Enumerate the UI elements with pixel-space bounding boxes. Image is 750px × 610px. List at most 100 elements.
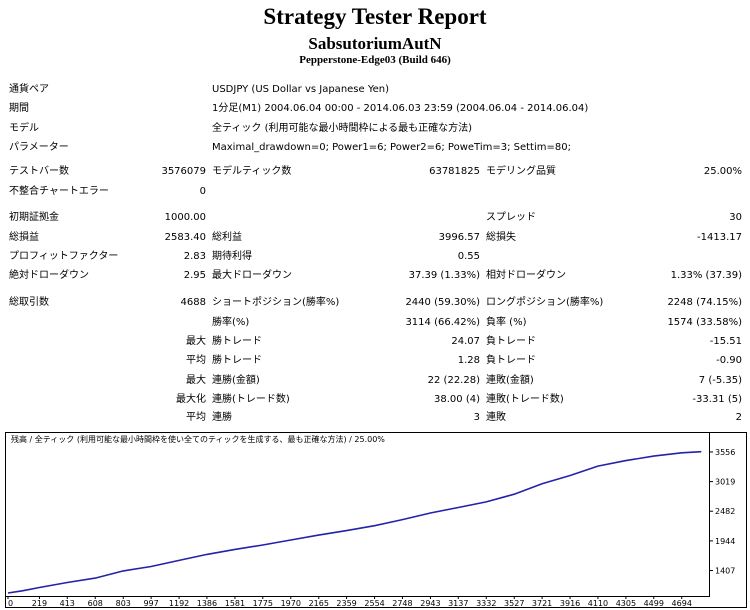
net-value: 2583.40 [164, 232, 206, 243]
x-tick-label: 413 [60, 599, 75, 608]
model-value: 全ティック (利用可能な最小時間枠による最も正確な方法) [212, 123, 473, 134]
x-tick-label: 2943 [420, 599, 440, 608]
largest-label: 最大 [186, 336, 206, 347]
x-tick-label: 3916 [560, 599, 580, 608]
payoff-label: 期待利得 [212, 251, 252, 262]
bars-value: 3576079 [161, 166, 206, 177]
deposit-value: 1000.00 [164, 212, 206, 223]
avg-cons-win-label: 連勝 [212, 412, 232, 423]
short-label: ショートポジション(勝率%) [212, 297, 340, 308]
y-tick-label: 3556 [715, 448, 735, 457]
x-tick-label: 1970 [281, 599, 301, 608]
loss-value: 1574 (33.58%) [667, 317, 742, 328]
x-tick-label: 1581 [225, 599, 245, 608]
x-tick-label: 4694 [672, 599, 692, 608]
symbol-value: USDJPY (US Dollar vs Japanese Yen) [212, 84, 390, 95]
pf-label: プロフィットファクター [9, 251, 119, 262]
max-dd-label: 最大ドローダウン [212, 270, 292, 281]
x-tick-label: 0 [8, 599, 13, 608]
x-tick-label: 4499 [644, 599, 664, 608]
x-tick-label: 803 [116, 599, 131, 608]
max-consecutive-label: 最大 [186, 375, 206, 386]
max-dd-value: 37.39 (1.33%) [408, 270, 480, 281]
largest-win-label: 勝トレード [212, 336, 262, 347]
spread-value: 30 [729, 212, 742, 223]
long-value: 2248 (74.15%) [667, 297, 742, 308]
cons-loss-count-label: 連敗(トレード数) [486, 394, 564, 405]
cons-win-count-label: 連勝(トレード数) [212, 394, 290, 405]
x-tick-label: 3527 [504, 599, 524, 608]
x-tick-label: 3332 [476, 599, 496, 608]
x-tick-label: 2748 [392, 599, 412, 608]
avg-cons-loss-label: 連敗 [486, 412, 506, 423]
x-tick-label: 1192 [169, 599, 189, 608]
balance-line [7, 450, 702, 594]
y-tick-label: 3019 [715, 478, 735, 487]
net-label: 総損益 [9, 232, 39, 243]
x-tick-label: 4110 [588, 599, 608, 608]
x-tick-label: 219 [32, 599, 47, 608]
report-title: Strategy Tester Report [263, 4, 487, 29]
x-tick-label: 2165 [309, 599, 329, 608]
spread-label: スプレッド [486, 212, 536, 223]
rel-dd-label: 相対ドローダウン [486, 270, 566, 281]
abs-dd-label: 絶対ドローダウン [9, 270, 89, 281]
win-value: 3114 (66.42%) [405, 317, 480, 328]
abs-dd-value: 2.95 [183, 270, 206, 281]
average-label: 平均 [186, 355, 206, 366]
balance-chart: 残高 / 全ティック (利用可能な最小時間枠を使い全てのティックを生成する、最も… [5, 432, 747, 608]
gross-loss-value: -1413.17 [697, 232, 742, 243]
model-label: モデル [9, 123, 39, 134]
quality-label: モデリング品質 [486, 166, 556, 177]
mismatch-label: 不整合チャートエラー [9, 186, 109, 197]
maximal-label: 最大化 [176, 394, 206, 405]
y-tick-label: 1407 [715, 567, 735, 576]
cons-loss-money-value: 7 (-5.35) [698, 375, 742, 386]
largest-loss-value: -15.51 [709, 336, 742, 347]
avg-cons-loss-value: 2 [735, 412, 742, 423]
x-tick-label: 3721 [532, 599, 552, 608]
trades-label: 総取引数 [9, 297, 49, 308]
average-loss-value: -0.90 [716, 355, 742, 366]
rel-dd-value: 1.33% (37.39) [670, 270, 742, 281]
largest-loss-label: 負トレード [486, 336, 536, 347]
cons-win-count-value: 38.00 (4) [434, 394, 480, 405]
average-win-label: 勝トレード [212, 355, 262, 366]
server-info: Pepperstone-Edge03 (Build 646) [299, 54, 451, 66]
x-tick-label: 2554 [364, 599, 384, 608]
gross-profit-value: 3996.57 [438, 232, 480, 243]
pf-value: 2.83 [183, 251, 206, 262]
average-loss-label: 負トレード [486, 355, 536, 366]
chart-caption: 残高 / 全ティック (利用可能な最小時間枠を使い全てのティックを生成する、最も… [11, 434, 385, 444]
symbol-label: 通貨ペア [9, 84, 49, 95]
average-consecutive-label: 平均 [186, 412, 206, 423]
x-tick-label: 608 [88, 599, 103, 608]
quality-value: 25.00% [703, 166, 742, 177]
x-tick-label: 997 [143, 599, 158, 608]
gross-loss-label: 総損失 [486, 232, 516, 243]
mismatch-value: 0 [199, 186, 206, 197]
expert-name: SabsutoriumAutN [308, 34, 442, 53]
x-tick-label: 1386 [197, 599, 217, 608]
y-tick-label: 1944 [715, 537, 735, 546]
cons-loss-money-label: 連敗(金額) [486, 375, 534, 386]
largest-win-value: 24.07 [451, 336, 480, 347]
gross-profit-label: 総利益 [212, 232, 242, 243]
short-value: 2440 (59.30%) [405, 297, 480, 308]
average-win-value: 1.28 [457, 355, 480, 366]
bars-label: テストバー数 [9, 166, 69, 177]
cons-loss-count-value: -33.31 (5) [692, 394, 742, 405]
win-label: 勝率(%) [212, 317, 250, 328]
params-value: Maximal_drawdown=0; Power1=6; Power2=6; … [212, 142, 571, 153]
ticks-label: モデルティック数 [212, 166, 292, 177]
payoff-value: 0.55 [457, 251, 480, 262]
ticks-value: 63781825 [429, 166, 480, 177]
x-tick-label: 1775 [253, 599, 273, 608]
period-value: 1分足(M1) 2004.06.04 00:00 - 2014.06.03 23… [212, 103, 589, 114]
long-label: ロングポジション(勝率%) [486, 297, 604, 308]
x-tick-label: 4305 [616, 599, 636, 608]
period-label: 期間 [9, 103, 29, 114]
loss-label: 負率 (%) [486, 317, 527, 328]
x-tick-label: 2359 [336, 599, 356, 608]
params-label: パラメーター [9, 142, 69, 153]
